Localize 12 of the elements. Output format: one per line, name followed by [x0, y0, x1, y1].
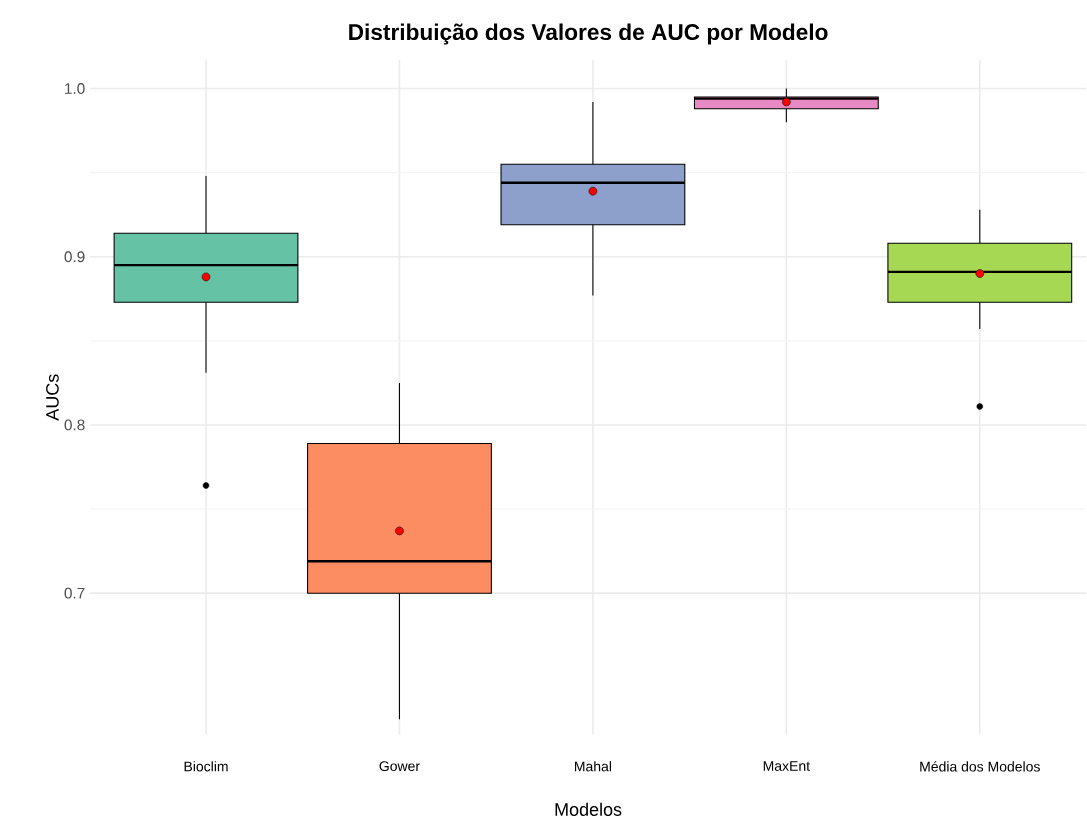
y-axis-title: AUCs — [46, 374, 59, 421]
x-axis-title: Modelos — [555, 802, 622, 816]
x-tick-label: Média dos Modelos — [920, 760, 1040, 772]
x-tick-label: Gower — [379, 760, 420, 771]
y-tick-label: 0.9 — [64, 251, 85, 262]
y-tick-label: 0.8 — [64, 419, 85, 431]
y-tick-label: 1.0 — [65, 82, 85, 94]
x-tick-label: Bioclim — [184, 760, 228, 772]
chart-title: Distribuição dos Valores de AUC por Modelo — [349, 23, 828, 45]
y-tick-label: 0.7 — [64, 587, 85, 599]
x-tick-label: Mahal — [575, 760, 612, 772]
x-tick-label: MaxEnt — [763, 760, 810, 771]
